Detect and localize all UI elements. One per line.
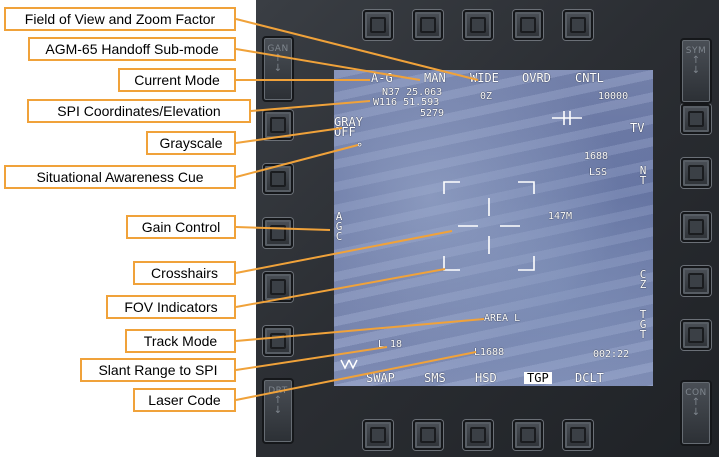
osb-bottom-1[interactable] [363,420,393,450]
altitude-readout: 10000 [598,91,629,102]
laser-code-readout: 1688 [584,151,609,162]
elapsed-time: 002:22 [593,349,630,360]
crosshair-lines [458,198,520,254]
callout-fov-indicators: FOV Indicators [106,295,236,319]
override-label[interactable]: OVRD [522,71,551,85]
callout-track-mode: Track Mode [125,329,236,353]
arrow-up-icon: ↑ [691,55,701,66]
callout-current-mode: Current Mode [118,68,236,92]
con-rocker-label: CON [685,388,707,398]
sensor-tv-label[interactable]: TV [630,121,645,135]
con-rocker[interactable]: CON ↑ ↓ [680,380,712,446]
osb-left-3[interactable] [263,218,293,248]
osb-top-1[interactable] [363,10,393,40]
osb-left-4[interactable] [263,272,293,302]
drt-rocker[interactable]: DRT ↑ ↓ [262,378,294,444]
osb-right-2[interactable] [681,158,711,188]
callout-grayscale: Grayscale [146,131,236,155]
range-marker: 147M [548,211,573,222]
tgp-display: A-G MAN WIDE OVRD CNTL N37 25.063 W116 5… [334,70,653,386]
crosshairs [443,181,535,271]
tgp-page-button[interactable]: TGP [524,372,552,384]
callout-agm65-handoff: AGM-65 Handoff Sub-mode [28,37,236,61]
laser-code-label: L1688 [474,347,505,358]
osb-top-5[interactable] [563,10,593,40]
control-label[interactable]: CNTL [575,71,604,85]
arrow-up-icon: ↑ [691,397,701,408]
callout-spi-coordinates: SPI Coordinates/Elevation [27,99,251,123]
arrow-down-icon: ↓ [691,65,701,76]
callout-fov-zoom: Field of View and Zoom Factor [4,7,236,31]
gain-rocker[interactable]: GAN ↑ ↓ [262,36,294,102]
sms-page-button[interactable]: SMS [424,371,446,385]
hsd-page-button[interactable]: HSD [475,371,497,385]
osb-right-1[interactable] [681,104,711,134]
zulu-time: 0Z [480,91,493,102]
osb-left-5[interactable] [263,326,293,356]
osb-left-1[interactable] [263,110,293,140]
osb-top-4[interactable] [513,10,543,40]
arrow-down-icon: ↓ [691,407,701,418]
fov-indicator-brackets [443,181,535,271]
osb-right-4[interactable] [681,266,711,296]
osb-bottom-2[interactable] [413,420,443,450]
dclt-button[interactable]: DCLT [575,371,604,385]
osb-left-2[interactable] [263,164,293,194]
lss-label: LSS [589,167,608,178]
callout-gain-control: Gain Control [126,215,236,239]
osb-bottom-4[interactable] [513,420,543,450]
track-mode-label: AREA L [484,313,521,324]
situational-awareness-cue: ° [356,141,364,155]
swap-button[interactable]: SWAP [366,371,395,385]
callout-laser-code: Laser Code [133,388,236,412]
sym-rocker[interactable]: SYM ↑ ↓ [680,38,712,104]
osb-right-3[interactable] [681,212,711,242]
osb-bottom-5[interactable] [563,420,593,450]
arrow-down-icon: ↓ [273,405,283,416]
sym-rocker-label: SYM [685,46,707,56]
callout-crosshairs: Crosshairs [133,261,236,285]
spi-latitude: N37 25.063 [382,87,443,98]
callout-slant-range: Slant Range to SPI [80,358,236,382]
slant-range-readout: L 18 [378,339,403,350]
osb-top-2[interactable] [413,10,443,40]
osb-top-3[interactable] [463,10,493,40]
vv-indicator-icon [340,359,358,370]
aircraft-reference-icon [552,111,582,125]
spi-longitude: W116 51.593 [373,97,440,108]
callout-sa-cue: Situational Awareness Cue [4,165,236,189]
osb-right-5[interactable] [681,320,711,350]
spi-elevation: 5279 [420,108,445,119]
osb-bottom-3[interactable] [463,420,493,450]
arrow-down-icon: ↓ [273,63,283,74]
grayscale-label[interactable]: GRAY [334,115,363,129]
